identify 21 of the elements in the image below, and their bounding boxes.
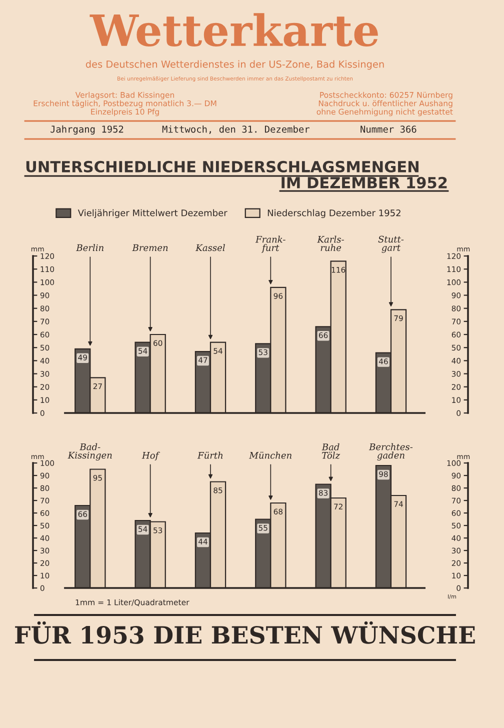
text: Wetterkarte (90, 13, 378, 46)
x-tick-label: Stutt- gart (378, 236, 404, 253)
x-tick-label: Bremen (132, 244, 168, 252)
text: Mittwoch, den 31. Dezember (162, 125, 310, 134)
x-tick-label: München (249, 452, 292, 459)
x-tick-label: Frank- furt (255, 236, 286, 253)
chart-title: UNTERSCHIEDLICHE NIEDERSCHLAGSMENGEN IM DEZEMBER 1952 (26, 160, 447, 188)
legend-label: Niederschlag Dezember 1952 (268, 209, 400, 218)
legend-label: Vieljähriger Mittelwert Dezember (78, 209, 228, 218)
text: Jahrgang 1952 (50, 125, 124, 135)
x-tick-label: Fürth (197, 452, 223, 459)
x-tick-label: Karls- ruhe (317, 236, 344, 252)
x-tick-label: Bad- Kissingen (68, 443, 112, 460)
text: FÜR 1953 DIE BESTEN WÜNSCHE (15, 621, 475, 644)
x-tick-label: Hof (142, 452, 160, 460)
x-tick-label: Berchtes- gaden (368, 443, 413, 460)
text: Nummer 366 (360, 126, 416, 133)
x-tick-label: Bad Tölz (322, 443, 340, 459)
x-tick-label: Berlin (76, 244, 104, 252)
x-tick-label: Kassel (196, 244, 225, 252)
text: des Deutschen Wetterdienstes in der US-Zone, Bad Kissingen (86, 60, 384, 70)
